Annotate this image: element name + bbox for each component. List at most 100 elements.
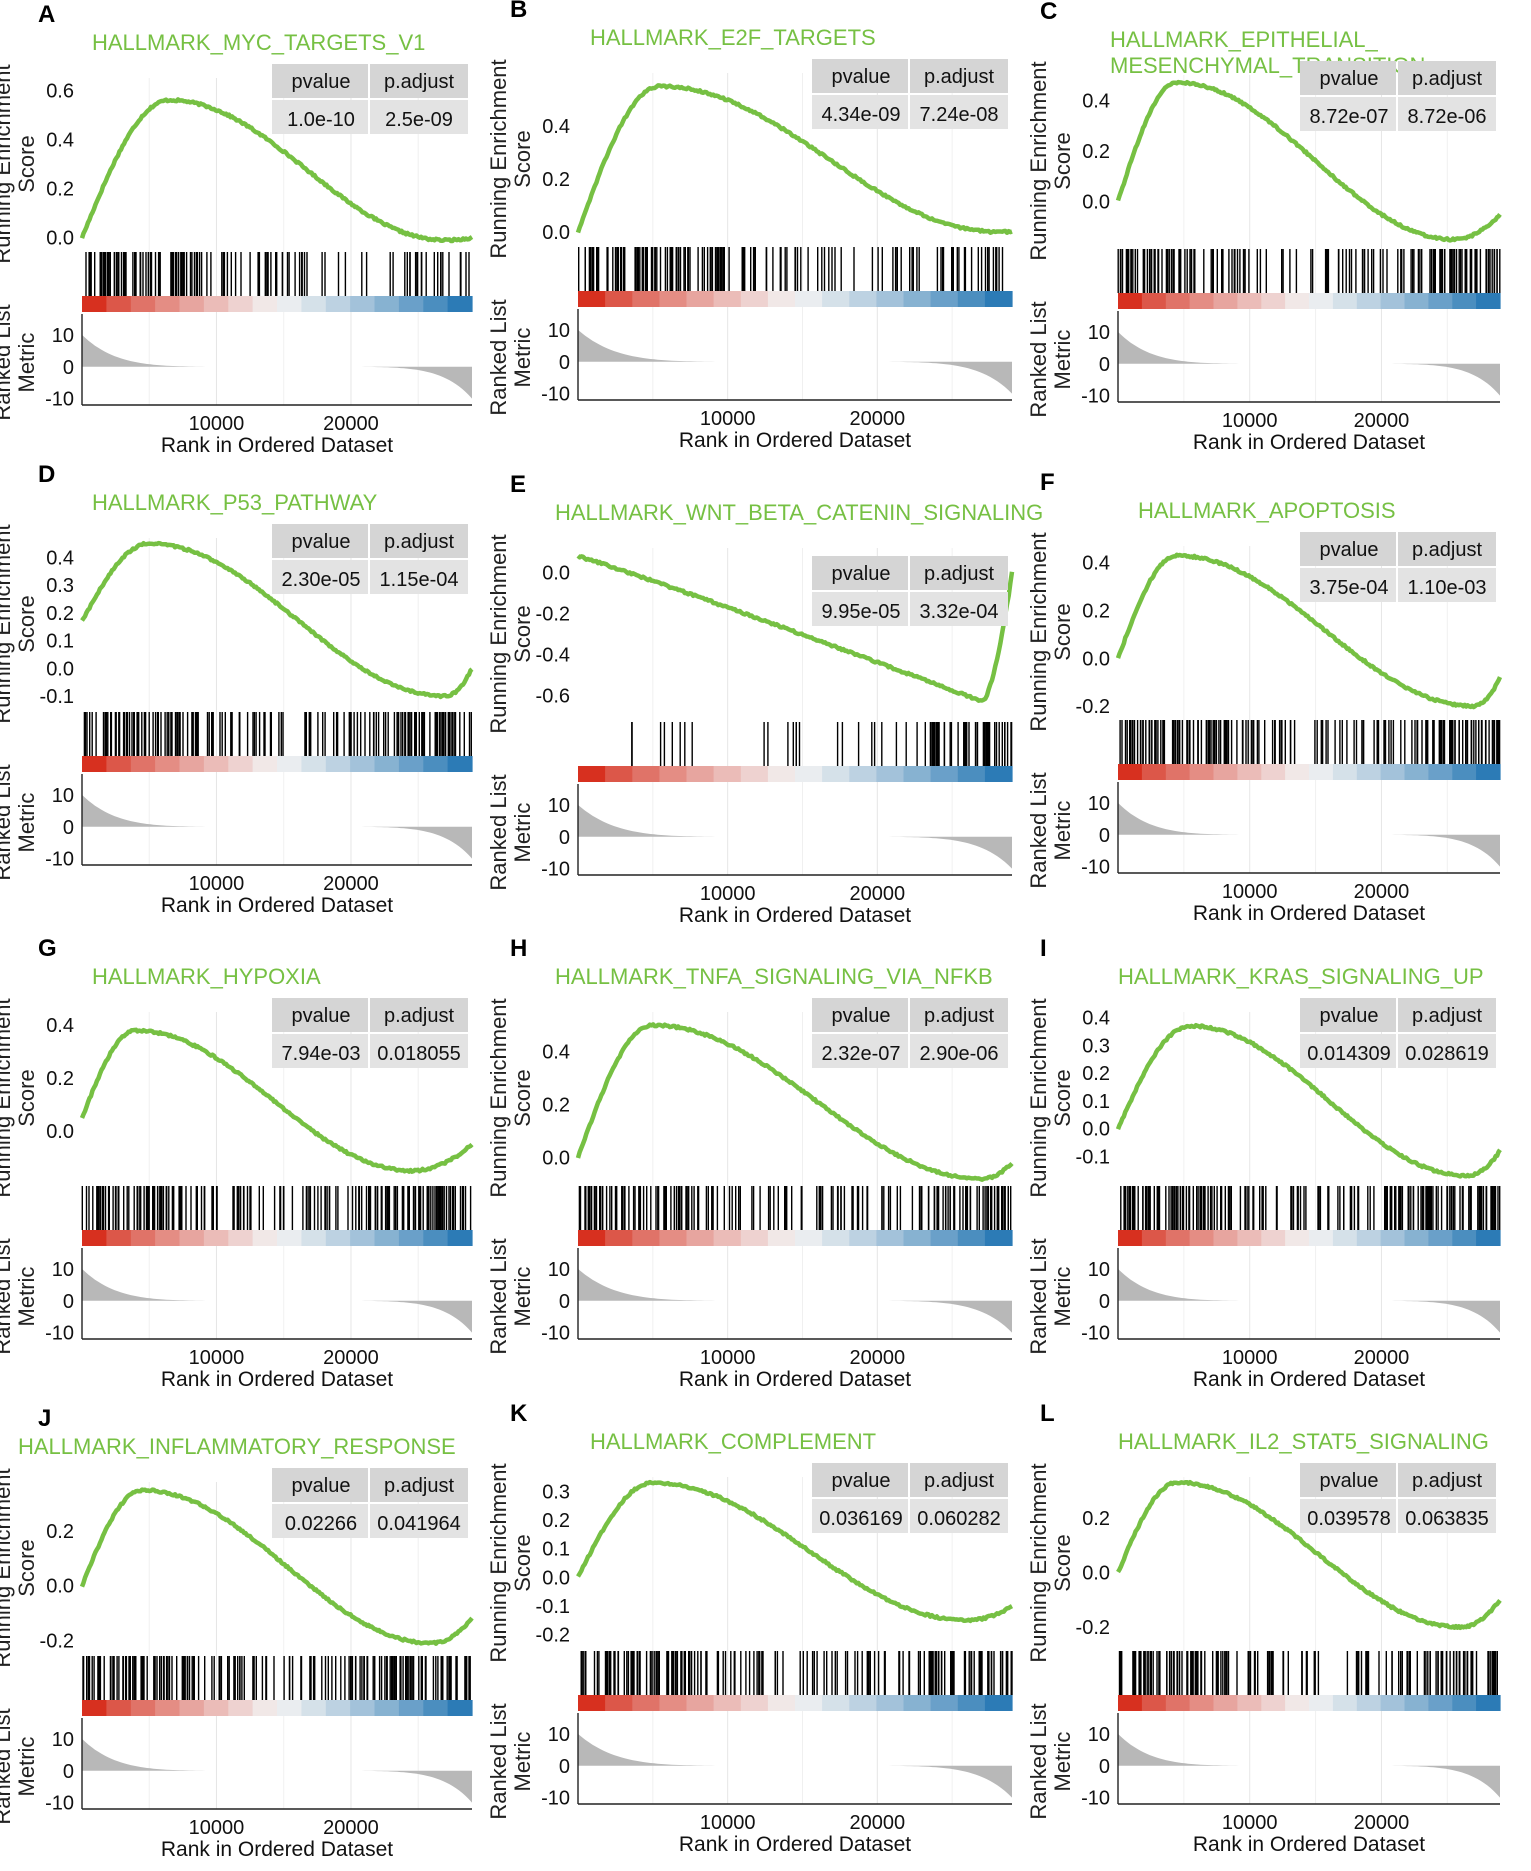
x-axis-label: Rank in Ordered Dataset [679,904,911,927]
x-tick-label: 20000 [849,1812,905,1834]
running-es-curve [79,1027,474,1174]
rank-heat-segment [301,1230,327,1246]
x-tick-label: 10000 [700,408,756,430]
rank-heat-segment [822,766,850,782]
rank-heat-segment [1213,293,1238,309]
y-axis-label-metric: Ranked List [1026,772,1051,888]
metric-tick-label: 10 [52,325,74,347]
y-axis-label-metric-2: Metric [14,1267,39,1327]
table-pvalue: 7.94e-03 [282,1043,361,1065]
rank-heat-segment [957,1695,986,1711]
table-padjust: 8.72e-06 [1408,106,1487,128]
rank-heat-segment [106,296,132,312]
table-header-padjust: p.adjust [1412,1005,1482,1027]
rank-heat-segment [82,1230,107,1246]
es-tick-label: 0.2 [1082,1508,1110,1530]
rank-heat-segment [1428,1695,1453,1711]
metric-tick-label: 10 [1088,1724,1110,1746]
rank-heat-segment [179,1700,205,1716]
table-header-pvalue: pvalue [292,1475,351,1497]
table-header-cell [370,524,468,558]
rank-heat-segment [1404,764,1429,780]
rank-heat-segment [686,766,715,782]
table-value-cell [1300,1034,1396,1068]
rank-heat-segment [301,1700,327,1716]
rank-heat-segment [1261,293,1286,309]
table-pvalue: 1.0e-10 [287,109,355,131]
table-value-cell [812,592,908,626]
ranked-metric-area [578,1733,1012,1798]
rank-heat-segment [1404,1695,1429,1711]
table-header-cell [1398,998,1496,1032]
x-axis-label: Rank in Ordered Dataset [679,1833,911,1856]
rank-heat-segment [130,756,156,772]
es-tick-label: 0.3 [46,575,74,597]
table-padjust: 0.060282 [917,1508,1000,1530]
rank-heat-segment [822,1695,850,1711]
x-tick-label: 20000 [323,1347,379,1369]
rank-heat-segment [578,1230,606,1246]
metric-tick-label: 0 [559,1756,570,1778]
table-value-cell [1398,568,1496,602]
y-axis-label-es-2: Score [1050,603,1075,660]
rank-heat-segment [1476,1230,1501,1246]
y-axis-label-es-2: Score [510,1534,535,1591]
es-tick-label: 0.3 [1082,1035,1110,1057]
table-header-pvalue: pvalue [832,1470,891,1492]
x-tick-label: 10000 [1222,881,1278,903]
es-tick-label: 0.4 [46,129,74,151]
rank-heat-segment [1237,1230,1262,1246]
table-padjust: 0.041964 [377,1513,460,1535]
es-tick-label: 0.2 [1082,1063,1110,1085]
rank-heat-segment [398,756,424,772]
rank-heat-segment [767,1230,796,1246]
es-tick-label: 0.2 [1082,601,1110,623]
es-tick-label: 0.2 [46,179,74,201]
y-axis-label-metric-2: Metric [510,803,535,863]
y-axis-label-metric: Ranked List [486,1703,511,1819]
table-value-cell [1300,1499,1396,1533]
y-axis-label-metric-2: Metric [1050,1732,1075,1792]
es-tick-label: -0.4 [536,644,570,666]
running-es-curve [575,1022,1014,1182]
rank-heat-segment [930,1695,959,1711]
gsea-panel-f: F HALLMARK_APOPTOSIS Running Enrichment Sco… [1026,469,1503,925]
es-tick-label: 0.0 [542,563,570,585]
metric-tick-label: 10 [548,320,570,342]
rank-heat-segment [605,1230,633,1246]
rank-heat-segment [1356,1695,1382,1711]
metric-tick-label: 0 [559,352,570,374]
y-axis-label-es-2: Score [510,1069,535,1126]
rank-heat-segment [632,291,660,307]
rank-heat-segment [957,1230,986,1246]
rank-heat-segment [1189,764,1215,780]
panel-title: HALLMARK_APOPTOSIS [1138,498,1396,523]
table-pvalue: 2.30e-05 [282,569,361,591]
table-header-cell [812,59,908,93]
table-header-pvalue: pvalue [292,1005,351,1027]
table-value-cell [1300,97,1396,131]
rank-heat-segment [423,1230,449,1246]
running-es-curve [79,97,474,244]
rank-heat-segment [659,1695,688,1711]
table-value-cell [910,1034,1008,1068]
gsea-panel-k: K HALLMARK_COMPLEMENT Running Enrichment Sc… [486,1400,1014,1856]
rank-heat-segment [1309,764,1334,780]
y-axis-label-es-2: Score [1050,132,1075,189]
rank-heat-segment [277,296,302,312]
rank-heat-segment [1332,764,1358,780]
panel-title: HALLMARK_HYPOXIA [92,964,321,989]
rank-heat-segment [1118,293,1143,309]
stats-table: pvalue p.adjust 0.02266 0.041964 [272,1468,468,1538]
x-tick-label: 10000 [700,883,756,905]
rank-heat-segment [155,1700,181,1716]
rank-heat-segment [1452,293,1477,309]
table-value-cell [370,100,468,134]
es-tick-label: 0.4 [46,547,74,569]
es-tick-label: 0.4 [46,1015,74,1037]
y-axis-label-metric: Ranked List [1026,1703,1051,1819]
rank-heat-segment [605,1695,633,1711]
rank-heat-segment [1165,293,1191,309]
rank-heat-segment [179,756,205,772]
